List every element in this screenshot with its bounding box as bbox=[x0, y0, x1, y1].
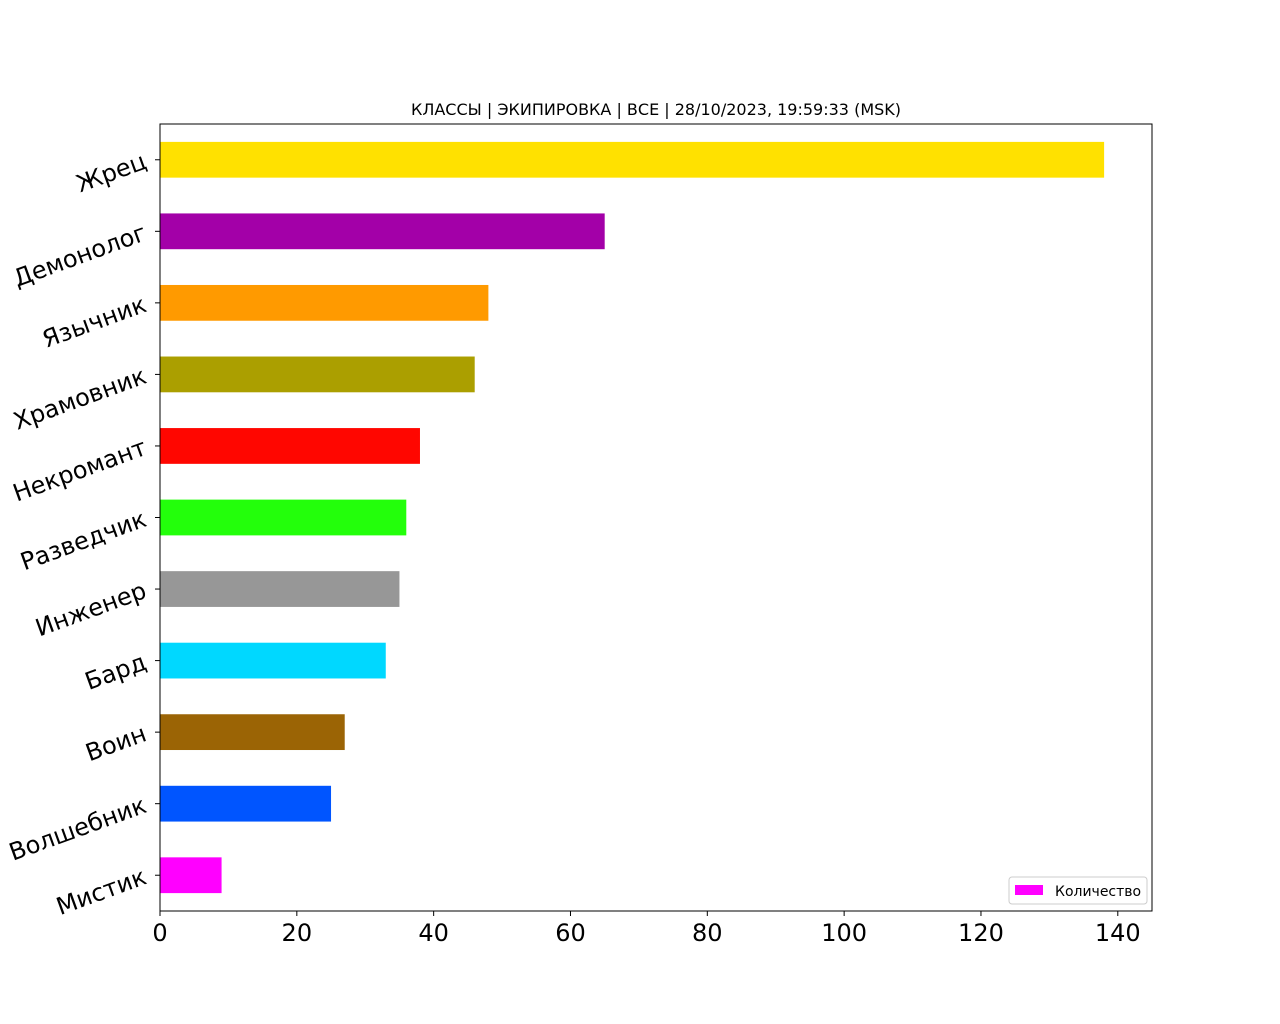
category-label: Мистик bbox=[53, 863, 151, 921]
legend: Количество bbox=[1008, 876, 1148, 905]
category-label: Инженер bbox=[32, 576, 150, 642]
category-label: Язычник bbox=[39, 290, 150, 353]
bar-4 bbox=[160, 356, 475, 393]
legend-label: Количество bbox=[1055, 884, 1141, 900]
bar-5 bbox=[160, 428, 420, 464]
x-tick-label: 40 bbox=[418, 919, 449, 947]
bars-group bbox=[160, 141, 1105, 894]
legend-swatch bbox=[1015, 885, 1043, 895]
bar-10 bbox=[160, 785, 332, 822]
category-label: Демонолог bbox=[10, 219, 150, 293]
x-tick-label: 100 bbox=[821, 919, 867, 947]
category-label: Храмовник bbox=[10, 362, 150, 436]
bar-3 bbox=[160, 284, 489, 321]
category-label: Волшебник bbox=[5, 791, 150, 866]
plot-frame bbox=[159, 123, 1153, 912]
bar-7 bbox=[160, 571, 400, 607]
bar-11 bbox=[160, 857, 222, 894]
x-tick-label: 80 bbox=[692, 919, 723, 947]
category-label: Бард bbox=[81, 648, 150, 696]
bar-2 bbox=[160, 213, 605, 250]
x-tick-label: 0 bbox=[152, 919, 167, 947]
x-tick-label: 120 bbox=[958, 919, 1004, 947]
x-tick-label: 20 bbox=[282, 919, 313, 947]
chart-title: КЛАССЫ | ЭКИПИРОВКА | ВСЕ | 28/10/2023, … bbox=[411, 100, 901, 119]
bar-6 bbox=[160, 499, 407, 536]
category-label: Воин bbox=[82, 719, 150, 767]
x-axis-ticks: 0 20 40 60 80 100 120 140 bbox=[152, 911, 1141, 947]
x-tick-label: 140 bbox=[1095, 919, 1141, 947]
bar-9 bbox=[160, 714, 345, 751]
bar-1 bbox=[160, 141, 1105, 178]
legend-box bbox=[1008, 876, 1148, 905]
x-tick-label: 60 bbox=[555, 919, 586, 947]
category-label: Некромант bbox=[9, 433, 150, 507]
category-label: Жрец bbox=[73, 147, 150, 198]
bar-8 bbox=[160, 642, 386, 679]
category-label: Разведчик bbox=[17, 505, 150, 576]
